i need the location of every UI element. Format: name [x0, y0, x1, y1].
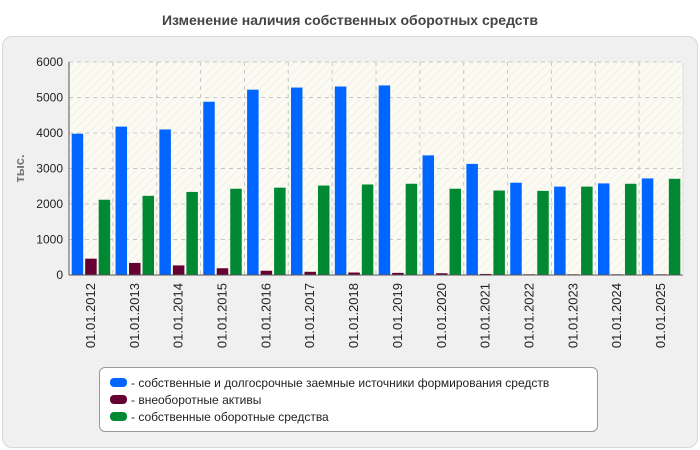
- axes: 0 1000 2000 3000 4000 5000 6000 01.01.2012 01.01…: [36, 55, 684, 348]
- x-tick-label: 01.01.2020: [434, 283, 449, 348]
- x-tick-label: 01.01.2014: [171, 283, 186, 348]
- y-tick-label: 1000: [36, 233, 63, 247]
- bar-2: [216, 268, 229, 275]
- y-tick-label: 4000: [36, 126, 63, 140]
- bar-1: [159, 129, 171, 275]
- chart-title: Изменение наличия собственных оборотных …: [161, 12, 539, 28]
- x-tick-label: 01.01.2023: [565, 283, 580, 348]
- bar-1: [334, 86, 347, 276]
- x-tick-label: 01.01.2024: [609, 283, 624, 348]
- x-tick-label: 01.01.2013: [127, 283, 142, 348]
- bar-2: [436, 273, 448, 275]
- bar-3: [405, 183, 418, 275]
- y-tick-label: 6000: [36, 55, 63, 69]
- bar-1: [290, 87, 303, 275]
- bar-1: [554, 186, 566, 275]
- bar-3: [98, 199, 111, 275]
- x-tick-label: 01.01.2018: [346, 283, 361, 348]
- bar-3: [537, 190, 549, 275]
- x-tick-label: 01.01.2025: [653, 283, 668, 348]
- bar-2: [85, 258, 97, 275]
- x-tick-label: 01.01.2012: [83, 283, 98, 348]
- bar-3: [493, 190, 505, 275]
- bar-1: [247, 89, 259, 275]
- bar-2: [392, 272, 404, 275]
- bar-1: [378, 85, 391, 276]
- legend-label: - внеоборотные активы: [131, 392, 262, 407]
- bar-1: [115, 126, 128, 275]
- bar-3: [142, 195, 155, 275]
- x-tick-label: 01.01.2022: [522, 283, 537, 348]
- legend-item: - собственные оборотные средства: [110, 408, 587, 425]
- bar-1: [466, 163, 478, 275]
- bars: [71, 85, 681, 276]
- bar-3: [449, 188, 462, 275]
- bar-1: [203, 101, 215, 275]
- bar-3: [230, 188, 242, 275]
- bar-3: [317, 185, 330, 275]
- bar-1: [422, 155, 435, 275]
- legend-label: - собственные и долгосрочные заемные ист…: [131, 375, 550, 390]
- legend-item: - внеоборотные активы: [110, 391, 587, 408]
- bar-2: [129, 262, 141, 275]
- legend-swatch: [110, 412, 127, 421]
- y-tick-label: 3000: [36, 162, 63, 176]
- bar-3: [624, 183, 637, 275]
- x-tick-label: 01.01.2019: [390, 283, 405, 348]
- legend-label: - собственные оборотные средства: [131, 409, 329, 424]
- x-tick-label: 01.01.2021: [478, 283, 493, 348]
- bar-2: [479, 273, 492, 275]
- y-tick-label: 2000: [36, 197, 63, 211]
- y-tick-label: 5000: [36, 91, 63, 105]
- bar-2: [260, 270, 273, 275]
- bar-3: [581, 186, 593, 275]
- bar-1: [597, 183, 610, 275]
- grid-lines: [69, 61, 683, 275]
- legend-swatch: [110, 378, 127, 387]
- legend-item: - собственные и долгосрочные заемные ист…: [110, 374, 587, 391]
- bar-1: [641, 178, 654, 275]
- bar-3: [274, 187, 286, 275]
- x-tick-label: 01.01.2017: [302, 283, 317, 348]
- bar-3: [186, 191, 198, 275]
- bar-3: [361, 184, 374, 275]
- bar-2: [304, 271, 316, 275]
- y-tick-label: 0: [56, 268, 63, 282]
- legend: - собственные и долгосрочные заемные ист…: [99, 367, 598, 432]
- bar-2: [348, 272, 360, 275]
- x-tick-label: 01.01.2015: [215, 283, 230, 348]
- bar-2: [172, 265, 185, 275]
- x-tick-label: 01.01.2016: [258, 283, 273, 348]
- bar-1: [510, 182, 522, 275]
- y-axis-label: тыс.: [12, 154, 27, 182]
- bar-3: [668, 178, 681, 275]
- bar-1: [71, 133, 84, 275]
- legend-swatch: [110, 395, 127, 404]
